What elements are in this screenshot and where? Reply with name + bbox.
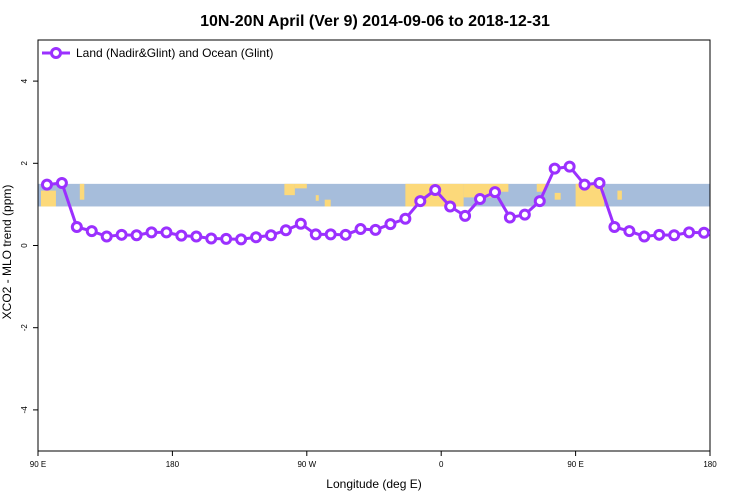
data-point	[100, 230, 113, 243]
x-axis: 90 E 180 90 W 0 90 E 180	[30, 451, 717, 469]
chart-title: 10N-20N April (Ver 9) 2014-09-06 to 2018…	[200, 13, 550, 30]
data-point	[279, 224, 292, 237]
data-point	[668, 229, 681, 242]
land-mass	[617, 190, 622, 200]
data-point	[384, 218, 397, 231]
plot-frame	[37, 39, 711, 452]
data-point	[205, 232, 218, 245]
data-point	[414, 195, 427, 208]
data-point	[548, 162, 561, 175]
data-point	[264, 229, 277, 242]
data-point	[459, 209, 472, 222]
data-point	[160, 226, 173, 239]
x-tick-label: 90 E	[30, 460, 46, 469]
data-point	[444, 200, 457, 213]
x-tick-label: 90 W	[297, 460, 316, 469]
land-mass	[40, 190, 56, 207]
data-point	[115, 228, 128, 241]
data-point	[175, 229, 188, 242]
data-point	[653, 228, 666, 241]
data-point	[563, 160, 576, 173]
data-point	[190, 230, 203, 243]
series-layer	[40, 160, 711, 246]
ocean-band	[38, 183, 710, 207]
land-mass	[491, 183, 509, 192]
land-mass	[536, 183, 546, 192]
data-point	[339, 228, 352, 241]
land-mass	[79, 183, 85, 200]
data-point	[130, 229, 143, 242]
land-mass	[324, 199, 331, 207]
land-mass	[294, 183, 307, 189]
data-point	[235, 233, 248, 246]
data-point	[683, 226, 696, 239]
x-tick-label: 180	[703, 460, 717, 469]
data-point	[698, 226, 711, 239]
data-point	[578, 178, 591, 191]
data-point	[55, 177, 68, 190]
data-point	[324, 228, 337, 241]
data-point	[354, 223, 367, 236]
x-tick-label: 0	[439, 460, 444, 469]
data-point	[220, 232, 233, 245]
y-tick-label: -2	[20, 324, 29, 332]
x-tick-label: 90 E	[567, 460, 583, 469]
data-point	[503, 211, 516, 224]
data-point	[399, 212, 412, 225]
land-mass	[554, 192, 561, 200]
data-point	[518, 208, 531, 221]
x-tick-label: 180	[166, 460, 180, 469]
y-axis-label: XCO2 - MLO trend (ppm)	[0, 185, 14, 320]
data-point	[608, 221, 621, 234]
data-point	[429, 184, 442, 197]
data-point	[488, 186, 501, 199]
y-tick-label: 4	[20, 78, 29, 83]
y-tick-label: -4	[20, 406, 29, 414]
data-point	[70, 221, 83, 234]
land-mass	[284, 183, 295, 196]
data-point	[638, 230, 651, 243]
data-point	[533, 195, 546, 208]
data-point	[85, 225, 98, 238]
land-mass	[315, 195, 319, 201]
map-background-band	[38, 183, 710, 207]
data-point	[145, 226, 158, 239]
land-mass	[463, 183, 492, 198]
data-point	[474, 193, 487, 206]
y-tick-label: 2	[20, 161, 29, 166]
data-point	[40, 178, 53, 191]
legend: Land (Nadir&Glint) and Ocean (Glint)	[42, 46, 273, 60]
data-point	[294, 217, 307, 230]
data-point	[250, 231, 263, 244]
data-point	[309, 228, 322, 241]
data-point	[623, 225, 636, 238]
data-point	[369, 223, 382, 236]
legend-label: Land (Nadir&Glint) and Ocean (Glint)	[76, 46, 273, 60]
y-tick-label: 0	[20, 243, 29, 248]
data-point	[593, 177, 606, 190]
y-axis: -4 -2 0 2 4	[20, 78, 38, 413]
legend-marker	[50, 47, 62, 59]
x-axis-label: Longitude (deg E)	[326, 477, 421, 491]
